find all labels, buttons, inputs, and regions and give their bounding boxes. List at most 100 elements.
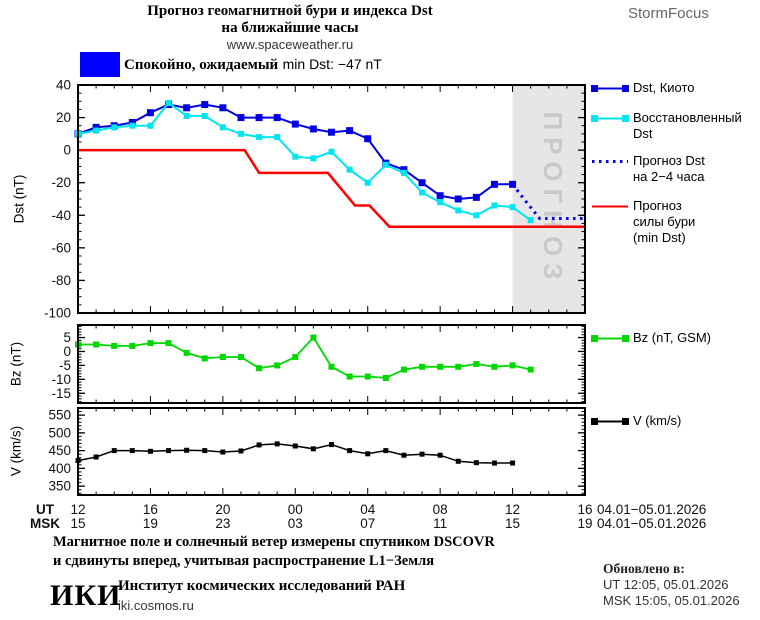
data-point-marker [183,112,190,119]
data-point-marker [184,447,190,453]
y-tick-label: 40 [56,78,71,93]
data-point-marker [256,365,263,372]
data-point-marker [129,342,136,349]
data-point-marker [291,120,299,128]
data-point-marker [201,112,208,119]
data-point-marker [237,130,244,137]
data-point-marker [455,458,461,464]
ut-tick-label: 08 [433,502,448,517]
y-tick-label: 0 [63,143,71,158]
data-point-marker [111,448,117,454]
legend-marker-dst-kyoto [591,85,629,92]
data-point-marker [147,122,154,129]
legend-label: Прогноз [633,198,682,213]
dst-axis-label: Dst (nT) [11,174,27,224]
data-point-marker [219,104,227,112]
iki-logo: ИКИ [50,579,122,612]
page-title-line2: на ближайшие часы [221,20,359,36]
y-tick-label: 400 [48,461,71,476]
ut-tick-label: 16 [577,502,592,517]
data-point-marker [201,101,209,109]
y-tick-label: -20 [51,175,71,190]
v-axis-label: V (km/s) [8,425,24,477]
data-point-marker [364,179,371,186]
data-point-marker [490,180,498,188]
data-point-marker [491,460,497,466]
msk-date-range: 04.01−05.01.2026 [597,516,706,531]
panel-frame [77,324,586,404]
data-point-marker [419,189,426,196]
legend-marker-restored-dst [591,115,629,122]
data-point-marker [93,127,100,134]
y-tick-label: -5 [59,358,71,373]
data-point-marker [510,460,516,466]
institute-site: iki.cosmos.ru [118,598,194,613]
updated-ut: UT 12:05, 05.01.2026 [603,577,729,592]
legend-label: Восстановленный [633,110,742,125]
bz-panel: 50-5-10-15 [51,324,586,404]
forecast-band-label: ПРОГНОЗ [538,112,568,287]
data-point-marker [93,454,99,460]
data-point-marker [274,362,281,369]
legend-marker-storm-strength [592,205,628,208]
data-point-marker [346,166,353,173]
data-point-marker [111,124,118,131]
data-point-marker [166,448,172,454]
data-point-marker [401,452,407,458]
data-point-marker [292,443,298,449]
data-point-marker [129,448,135,454]
series-line [78,336,531,379]
data-point-marker [146,109,154,117]
status-text: Спокойно, ожидаемый min Dst: −47 nT [124,56,382,74]
legend-label: V (km/s) [633,413,682,428]
y-tick-label: 500 [48,425,71,440]
data-point-marker [219,354,226,361]
data-point-marker [237,354,244,361]
data-point-marker [202,448,208,454]
legend-label: Dst [633,126,653,141]
data-point-marker [328,363,335,370]
data-point-marker [364,373,371,380]
data-point-marker [292,354,299,361]
data-point-marker [454,195,462,203]
status-color-swatch [80,52,120,77]
data-point-marker [383,448,389,454]
data-point-marker [310,155,317,162]
data-point-marker [111,342,118,349]
data-point-marker [437,199,444,206]
legend-marker-bz [591,335,629,342]
msk-tick-label: 07 [360,516,375,531]
data-point-marker [437,452,443,458]
series-line [78,148,585,228]
data-point-marker [473,212,480,219]
title-block: Прогноз геомагнитной бури и индекса Dst … [55,3,525,53]
msk-tick-label: 15 [70,516,85,531]
updated-msk: MSK 15:05, 05.01.2026 [603,593,740,608]
site-url: www.spaceweather.ru [226,37,354,52]
data-point-marker [310,334,317,341]
msk-tick-label: 15 [505,516,520,531]
legend-item-restored-dst: Восстановленный Dst [590,110,742,142]
y-tick-label: -80 [51,273,71,288]
series-line [77,101,532,222]
data-point-marker [129,122,136,129]
data-point-marker [419,363,426,370]
ut-tick-label: 12 [505,502,520,517]
data-point-marker [237,114,245,122]
panel-frame [77,84,586,314]
data-point-marker [201,355,208,362]
ut-date-range: 04.01−05.01.2026 [597,502,706,517]
msk-tick-label: 11 [433,516,447,531]
legend-label: (min Dst) [633,230,686,245]
data-point-marker [328,148,335,155]
data-point-marker [255,114,263,122]
legend-label: силы бури [633,214,696,229]
data-point-marker [437,363,444,370]
data-point-marker [455,207,462,214]
legend-item-dst-kyoto: Dst, Киото [590,80,695,96]
status-min-dst: min Dst: −47 nT [282,56,382,72]
legend-marker-forecast-dst [592,160,628,163]
updated-title: Обновлено в: [603,561,685,576]
data-point-marker [273,114,281,122]
